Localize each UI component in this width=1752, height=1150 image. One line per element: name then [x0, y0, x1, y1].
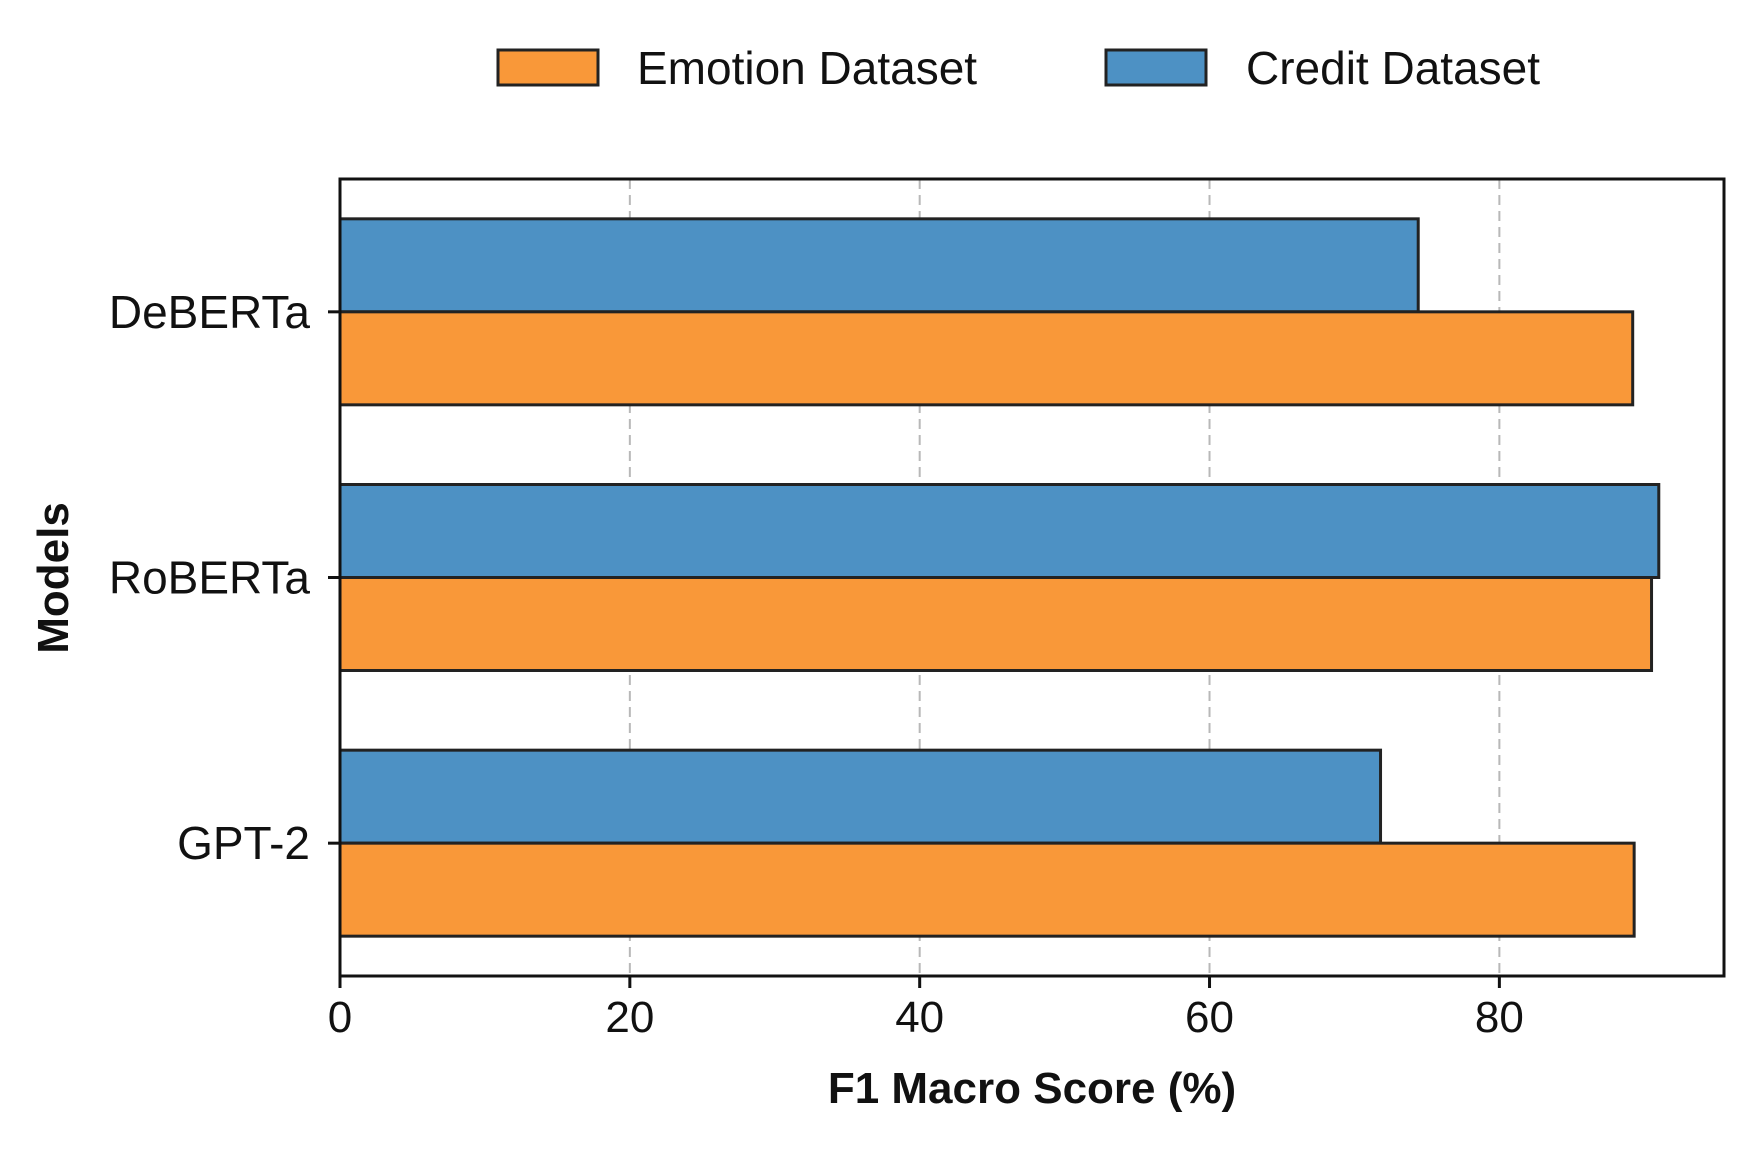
x-tick-label: 0: [328, 993, 352, 1042]
x-tick-label: 80: [1475, 993, 1524, 1042]
x-axis: 0 20 40 60 80: [328, 976, 1524, 1042]
legend-swatch: [1104, 48, 1208, 87]
bar-emotion-gpt-2: [338, 841, 1636, 938]
x-tick-label: 20: [605, 993, 654, 1042]
y-tick-label: GPT-2: [177, 817, 310, 869]
bar-credit-roberta: [338, 483, 1661, 579]
y-axis-label: Models: [29, 502, 78, 654]
bar-emotion-deberta: [338, 310, 1635, 407]
bar-credit-deberta: [338, 217, 1420, 314]
legend-label: Emotion Dataset: [637, 42, 977, 94]
legend-swatch: [496, 48, 600, 87]
x-tick-label: 40: [895, 993, 944, 1042]
x-tick-label: 60: [1185, 993, 1234, 1042]
bar-credit-gpt-2: [338, 748, 1383, 845]
y-axis: DeBERTa RoBERTa GPT-2: [109, 286, 340, 869]
y-tick-label: DeBERTa: [109, 286, 311, 338]
bars: [338, 217, 1661, 938]
bar-emotion-roberta: [338, 576, 1654, 672]
x-axis-label: F1 Macro Score (%): [828, 1064, 1236, 1113]
y-tick-label: RoBERTa: [109, 552, 311, 604]
legend-label: Credit Dataset: [1246, 42, 1540, 94]
legend: Emotion Dataset Credit Dataset: [496, 42, 1540, 94]
